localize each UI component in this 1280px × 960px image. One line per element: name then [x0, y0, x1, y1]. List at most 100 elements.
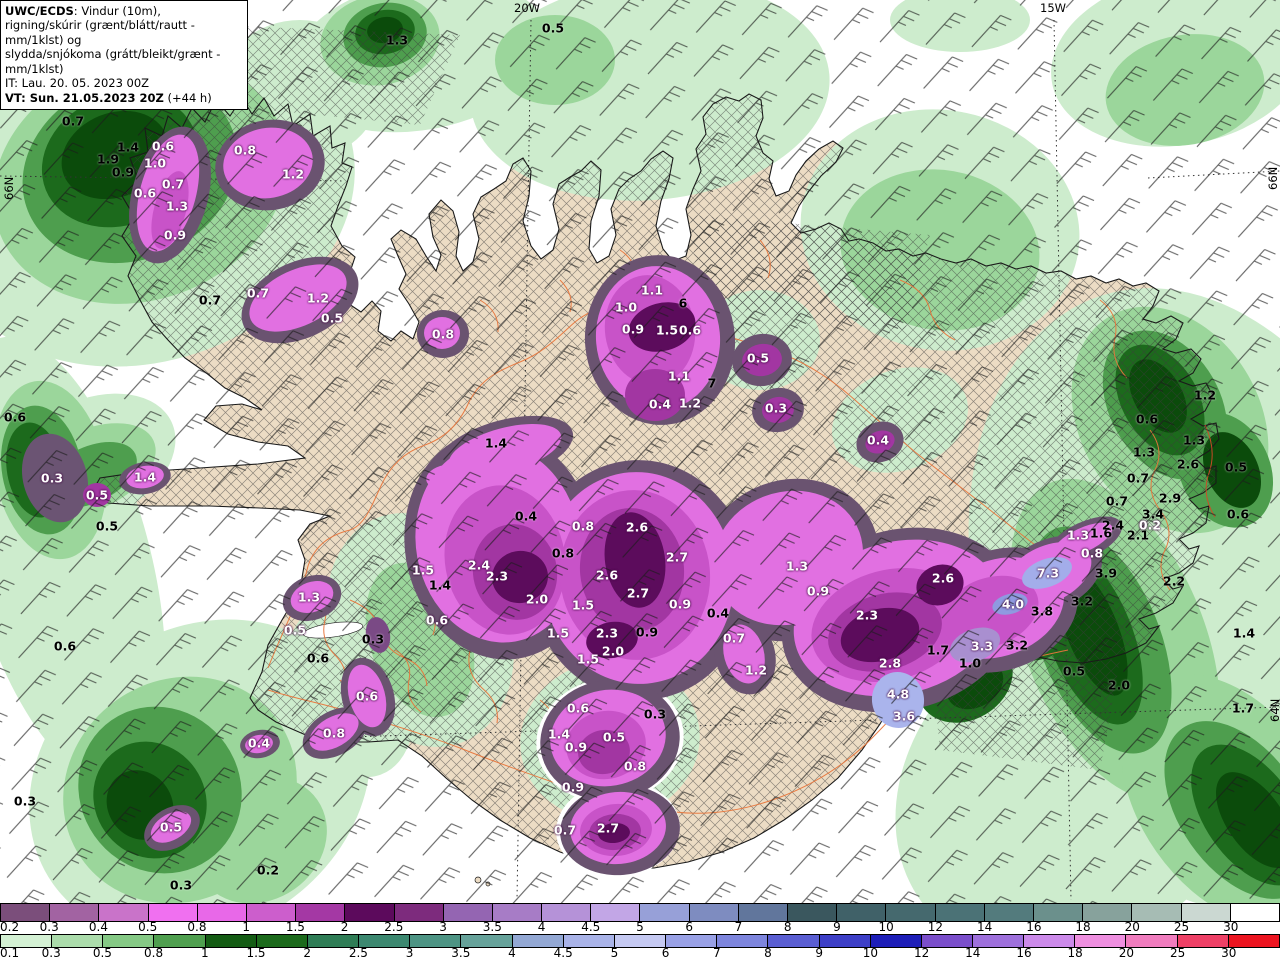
value-label: 2.2 — [1162, 573, 1186, 589]
value-label: 0.9 — [668, 596, 692, 612]
value-label: 1.6 — [1089, 525, 1113, 541]
value-label: 2.3 — [485, 568, 509, 584]
scale-tick-label: 4 — [508, 946, 516, 960]
scale-segment — [99, 904, 149, 921]
scale-segment — [837, 904, 887, 921]
scale-segment — [296, 904, 346, 921]
value-label: 0.6 — [306, 650, 330, 666]
value-label: 2.7 — [626, 585, 650, 601]
scale-tick-label: 0.2 — [0, 920, 20, 934]
value-label: 1.4 — [116, 139, 140, 155]
scale-tick-label: 1 — [200, 946, 209, 960]
scale-segment — [640, 904, 690, 921]
value-label: 0.9 — [621, 321, 645, 337]
scale-tick-label: 9 — [815, 946, 824, 960]
value-label: 4.0 — [1001, 596, 1025, 612]
value-label: 0.3 — [13, 793, 37, 809]
value-label: 1.9 — [96, 151, 120, 167]
value-label: 0.8 — [431, 326, 455, 342]
value-label: 0.6 — [3, 409, 27, 425]
scale-segment — [52, 935, 104, 947]
scale-tick-label: 16 — [1026, 920, 1042, 934]
value-label: 0.5 — [1224, 459, 1248, 475]
value-label: 3.6 — [892, 708, 916, 724]
scale-segment — [1228, 935, 1280, 947]
scale-tick-label: 0.8 — [144, 946, 164, 960]
value-label: 0.5 — [95, 518, 119, 534]
value-label: 1.5 — [655, 322, 679, 338]
value-label: 2.8 — [878, 655, 902, 671]
scale-tick-label: 7 — [734, 920, 743, 934]
value-label: 0.7 — [246, 285, 270, 301]
precip-value-labels: 2.20.90.71.41.90.91.30.50.61.00.70.61.30… — [3, 21, 1256, 893]
value-label: 0.9 — [564, 739, 588, 755]
scale-tick-label: 18 — [1067, 946, 1083, 960]
value-label: 1.2 — [306, 290, 330, 306]
scale-tick-label: 10 — [862, 946, 879, 960]
scale-tick-label: 1.5 — [285, 920, 305, 934]
scale-tick-label: 0.8 — [187, 920, 207, 934]
value-label: 1.4 — [1232, 625, 1256, 641]
scale-tick-label: 2.5 — [348, 946, 368, 960]
scale-segment — [154, 935, 206, 947]
scale-tick-label: 25 — [1173, 920, 1190, 934]
value-label: 2.7 — [596, 820, 620, 836]
value-label: 2.1 — [1126, 527, 1150, 543]
value-label: 0.3 — [169, 877, 193, 893]
scale-tick-label: 18 — [1075, 920, 1091, 934]
value-label: 0.6 — [1226, 506, 1250, 522]
scale-tick-label: 2.5 — [384, 920, 404, 934]
scale-segment — [870, 935, 922, 947]
color-scales: 0.2 0.3 0.4 0.5 0.8 1 1.5 2 2.5 3 3.5 4 4.5 5 6 7 8 9 10 12… — [0, 903, 1280, 960]
value-label: 0.9 — [806, 583, 830, 599]
value-label: 0.5 — [283, 622, 307, 638]
scale-segment — [50, 904, 100, 921]
value-label: 0.6 — [425, 612, 449, 628]
value-label: 1.3 — [165, 198, 189, 214]
value-label: 3.2 — [1005, 637, 1029, 653]
value-label: 1.0 — [143, 155, 167, 171]
value-label: 2.4 — [467, 557, 491, 573]
value-label: 0.8 — [1080, 545, 1104, 561]
value-label: 0.5 — [159, 819, 183, 835]
scale-tick-label: 0.3 — [41, 946, 61, 960]
scale-segment — [461, 935, 513, 947]
value-label: 2.7 — [665, 549, 689, 565]
legend-line-5: VT: Sun. 21.05.2023 20Z (+44 h) — [5, 90, 212, 105]
scale-tick-label: 0.5 — [92, 946, 112, 960]
value-label: 1.3 — [785, 558, 809, 574]
scale-tick-label: 0.5 — [138, 920, 158, 934]
value-label: 1.2 — [1193, 387, 1217, 403]
value-label: 2.3 — [855, 607, 879, 623]
scale-tick-label: 7 — [712, 946, 721, 960]
value-label: 2.6 — [595, 567, 619, 583]
value-label: 0.7 — [553, 822, 577, 838]
value-label: 1.5 — [571, 597, 595, 613]
scale-segment — [103, 935, 155, 947]
value-label: 1.7 — [926, 642, 950, 658]
value-label: 0.8 — [623, 758, 647, 774]
value-label: 1.1 — [667, 368, 691, 384]
scale-segment — [1024, 935, 1076, 947]
scale-segment — [443, 904, 493, 921]
meridian-label-15w: 15W — [1040, 1, 1067, 15]
legend-box: UWC/ECDS: Vindur (10m), rigning/skúrir (… — [0, 0, 248, 111]
value-label: 0.5 — [85, 487, 109, 503]
value-label: 0.3 — [643, 706, 667, 722]
iceland-precip-wind-map — [0, 0, 1280, 903]
rain-scale-labels: 0.1 0.3 0.5 0.8 1 1.5 2 2.5 3 3.5 4 4.5 5 6 7 8 9 10 12 14 1… — [0, 946, 1280, 960]
value-label: 1.5 — [546, 625, 570, 641]
value-label: 1.4 — [133, 469, 157, 485]
value-label: 2.3 — [595, 625, 619, 641]
value-label: 1.7 — [1231, 700, 1255, 716]
scale-segment — [819, 935, 871, 947]
scale-segment — [886, 904, 936, 921]
value-label: 0.5 — [320, 310, 344, 326]
scale-segment — [1177, 935, 1229, 947]
scale-segment — [768, 935, 820, 947]
scale-segment — [345, 904, 395, 921]
scale-tick-label: 3.5 — [482, 920, 502, 934]
scale-segment — [307, 935, 360, 947]
value-label: 6 — [678, 295, 688, 311]
value-label: 2.6 — [931, 570, 955, 586]
